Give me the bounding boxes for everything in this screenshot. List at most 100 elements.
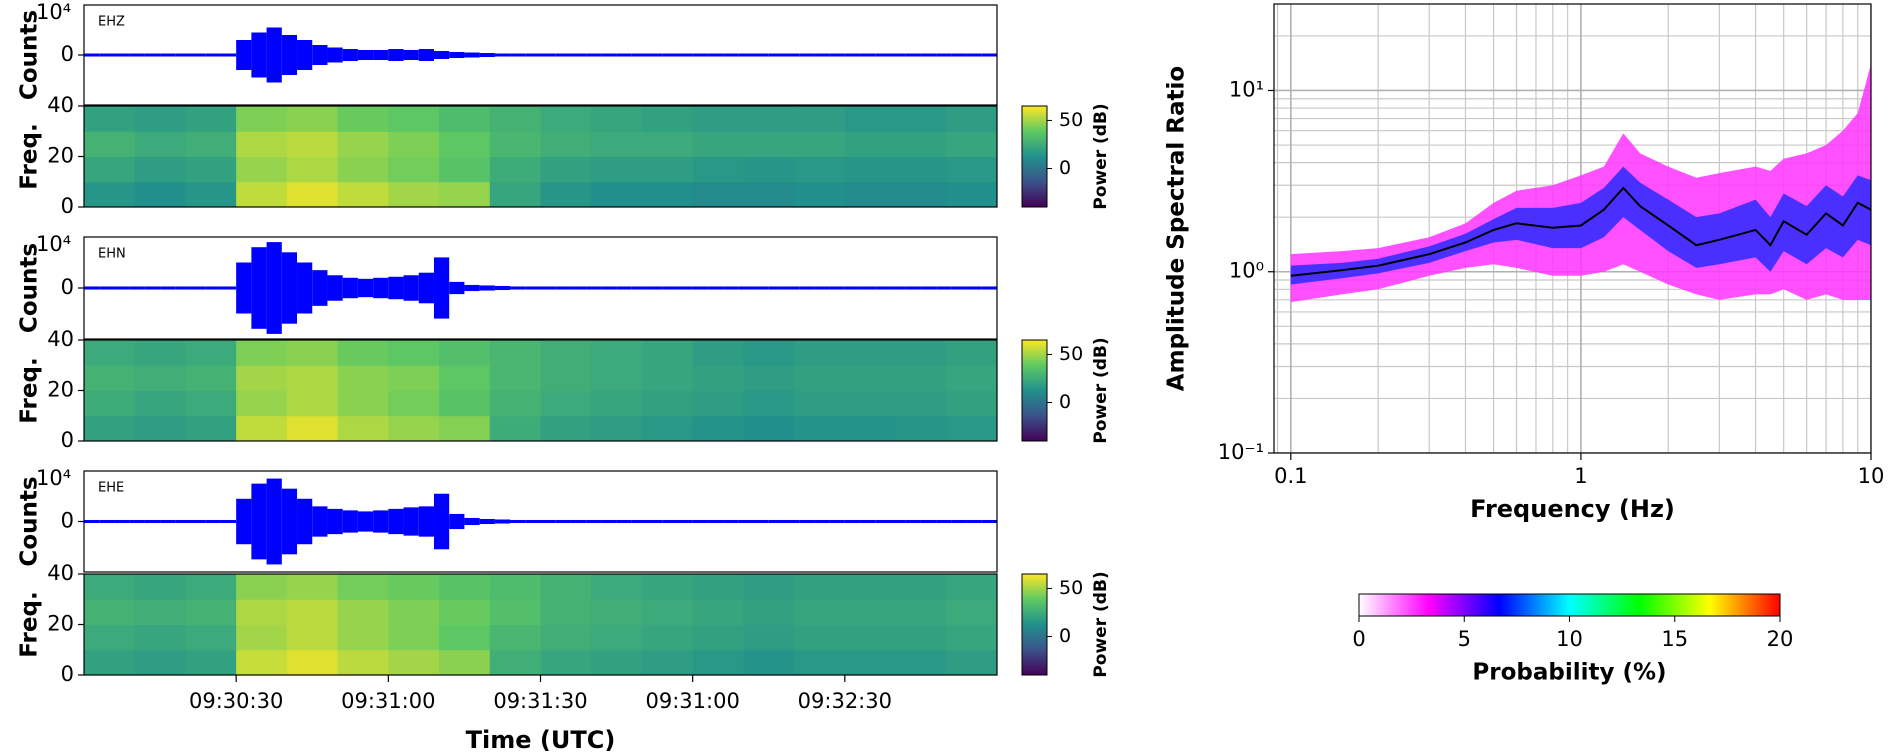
y-tick-label: 0 <box>61 275 74 299</box>
heatmap-cell <box>946 181 998 208</box>
x-tick-label: 09:31:00 <box>646 689 740 713</box>
waveform-envelope <box>707 53 724 57</box>
waveform-envelope <box>814 53 830 57</box>
waveform-envelope <box>312 506 328 537</box>
waveform-envelope <box>251 483 267 560</box>
heatmap-cell <box>844 574 897 600</box>
heatmap-cell <box>134 649 186 676</box>
waveform-envelope <box>403 50 419 60</box>
heatmap-cell <box>794 365 846 391</box>
heatmap-cell <box>439 415 491 442</box>
heatmap-cell <box>946 574 998 600</box>
channel-label: EHZ <box>98 15 125 30</box>
waveform-envelope <box>418 506 434 537</box>
waveform-envelope <box>601 53 617 57</box>
waveform-envelope <box>966 519 982 524</box>
waveform-envelope <box>540 286 556 290</box>
waveform-envelope <box>342 49 358 61</box>
waveform-envelope <box>631 519 648 524</box>
heatmap-cell <box>84 156 136 183</box>
heatmap-cell <box>895 415 947 442</box>
heatmap-cell <box>844 599 897 625</box>
heatmap-cell <box>337 131 389 157</box>
heatmap-cell <box>641 599 694 625</box>
waveform-envelope <box>433 493 450 550</box>
heatmap-cell <box>692 181 744 208</box>
colorbar-tick-label: 0 <box>1059 157 1071 179</box>
heatmap-cell <box>388 599 440 625</box>
colorbar-tick-label: 15 <box>1661 627 1688 651</box>
colorbar <box>1021 105 1048 208</box>
heatmap-cell <box>185 365 237 391</box>
heatmap-cell <box>185 599 237 625</box>
waveform-envelope <box>692 286 708 290</box>
waveform-envelope <box>920 519 937 524</box>
y-tick-label: 20 <box>47 378 74 402</box>
heatmap-cell <box>794 181 846 208</box>
heatmap-cell <box>641 624 694 651</box>
heatmap-cell <box>794 131 846 157</box>
heatmap-cell <box>84 106 136 132</box>
heatmap-cell <box>134 574 186 600</box>
waveform-envelope <box>829 286 845 290</box>
heatmap-cell <box>337 574 389 600</box>
heatmap-cell <box>236 599 288 625</box>
heatmap-cell <box>236 340 288 366</box>
waveform-envelope <box>616 286 632 290</box>
offset-label: 10⁴ <box>36 0 71 24</box>
waveform-envelope <box>647 519 663 524</box>
x-tick-label: 09:31:00 <box>341 689 435 713</box>
y-axis-label: Counts <box>17 243 43 333</box>
waveform-envelope <box>570 53 587 57</box>
heatmap-cell <box>134 599 186 625</box>
waveform-envelope <box>890 286 906 290</box>
heatmap-cell <box>489 181 541 208</box>
waveform-envelope <box>875 286 891 290</box>
waveform-envelope <box>494 53 511 57</box>
heatmap-cell <box>692 415 744 442</box>
waveform-envelope <box>220 286 237 290</box>
waveform-envelope <box>494 285 511 291</box>
heatmap-cell <box>84 624 136 651</box>
waveform-envelope <box>890 519 906 524</box>
heatmap-cell <box>946 599 998 625</box>
waveform-envelope <box>570 519 587 524</box>
waveform-envelope <box>677 519 693 524</box>
waveform-envelope <box>951 519 967 524</box>
heatmap-cell <box>337 181 389 208</box>
heatmap-cell <box>84 181 136 208</box>
waveform-envelope <box>525 53 541 57</box>
heatmap-cell <box>743 365 795 391</box>
waveform-envelope <box>129 286 145 290</box>
heatmap-cell <box>692 624 744 651</box>
heatmap-cell <box>641 365 694 391</box>
heatmap-cell <box>388 106 440 132</box>
heatmap-cell <box>540 340 592 366</box>
y-axis-label: Counts <box>17 10 43 100</box>
waveform-envelope <box>99 286 115 290</box>
waveform-envelope <box>723 519 739 524</box>
heatmap-cell <box>84 415 136 442</box>
waveform-envelope <box>464 517 480 526</box>
heatmap-cell <box>388 156 440 183</box>
waveform-envelope <box>981 53 997 57</box>
y-axis-label: Freq. <box>17 123 43 189</box>
heatmap-cell <box>743 599 795 625</box>
waveform-envelope <box>753 286 769 290</box>
waveform-envelope <box>601 286 617 290</box>
heatmap-cell <box>134 181 186 208</box>
y-tick-label: 10⁰ <box>1229 259 1264 283</box>
waveform-envelope <box>783 53 800 57</box>
heatmap-cell <box>185 106 237 132</box>
heatmap-cell <box>540 156 592 183</box>
heatmap-cell <box>946 365 998 391</box>
heatmap-cell <box>692 574 744 600</box>
waveform-envelope <box>327 47 343 63</box>
heatmap-cell <box>946 649 998 676</box>
colorbar-tick-label: 0 <box>1059 391 1071 413</box>
heatmap-cell <box>540 365 592 391</box>
offset-label: 10⁴ <box>36 466 71 490</box>
waveform-envelope <box>814 286 830 290</box>
heatmap-cell <box>439 106 491 132</box>
offset-label: 10⁴ <box>36 232 71 256</box>
